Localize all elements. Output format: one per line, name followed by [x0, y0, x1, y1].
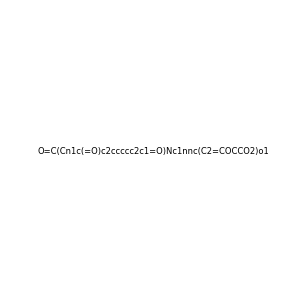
Text: O=C(Cn1c(=O)c2ccccc2c1=O)Nc1nnc(C2=COCCO2)o1: O=C(Cn1c(=O)c2ccccc2c1=O)Nc1nnc(C2=COCCO… — [38, 147, 270, 156]
